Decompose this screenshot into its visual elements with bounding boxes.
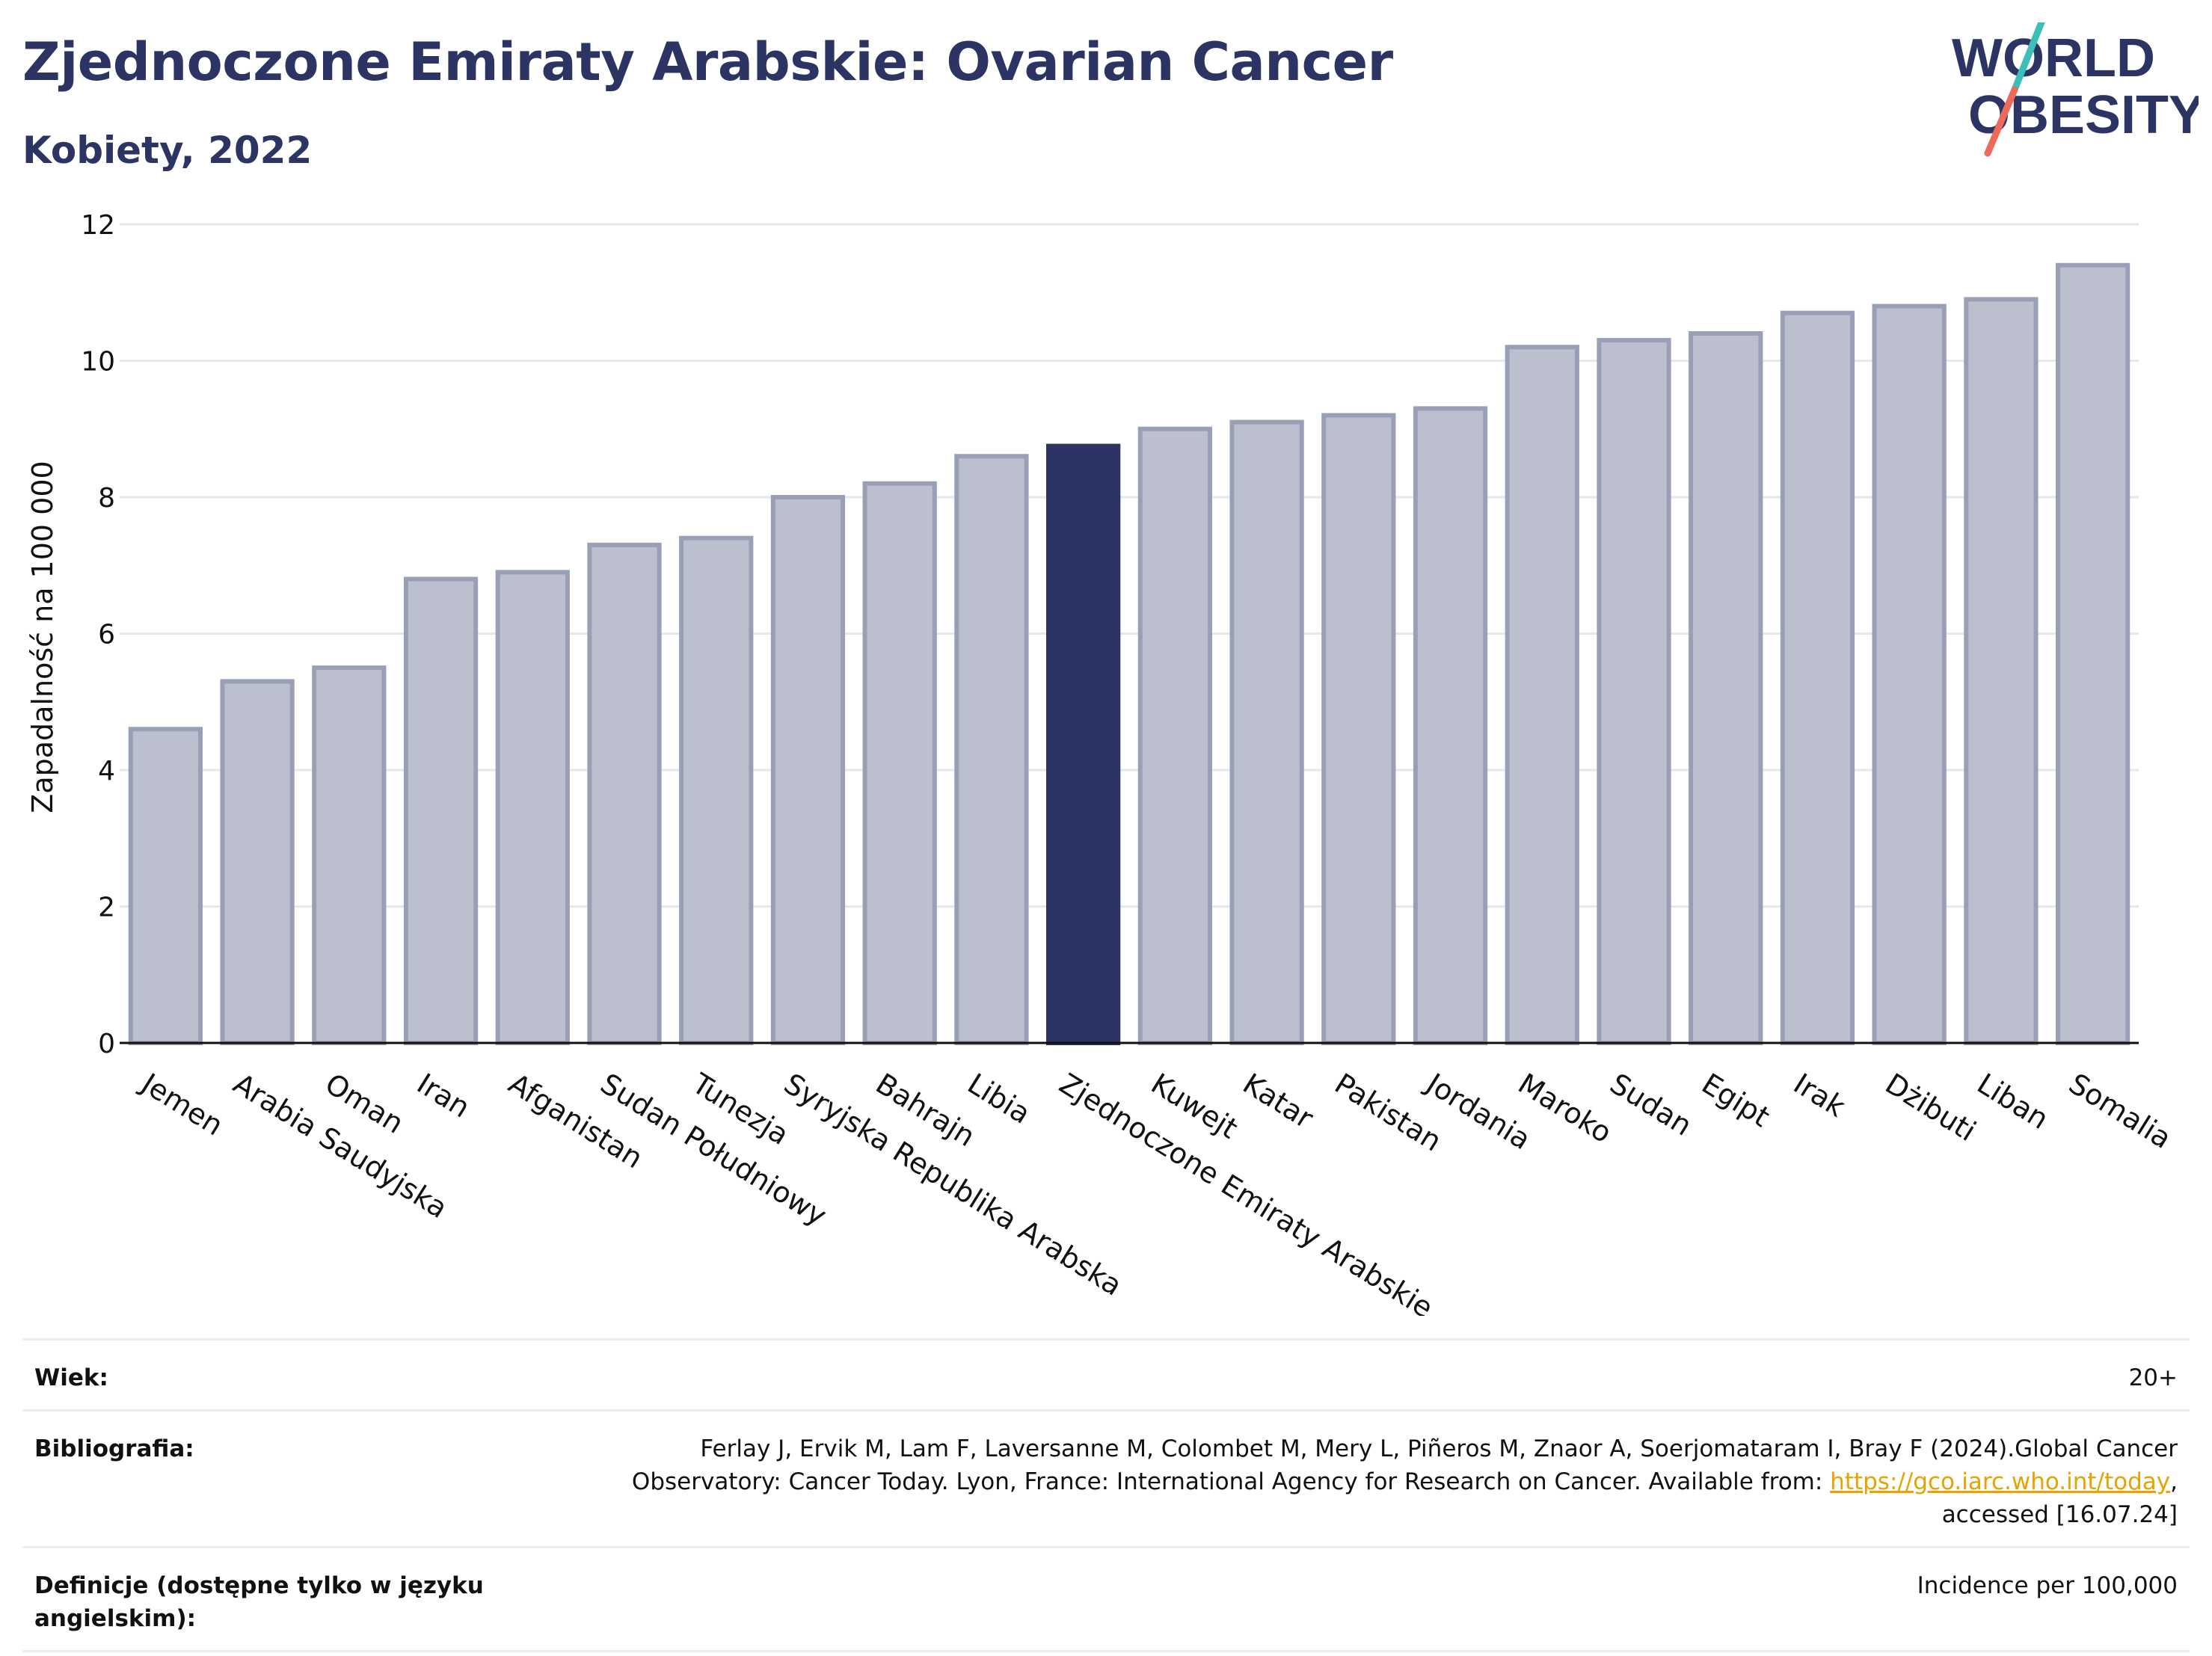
logo-text-world: WORLD bbox=[1952, 28, 2155, 88]
bar bbox=[1505, 345, 1579, 1045]
bar bbox=[2056, 262, 2130, 1045]
info-value-bibliography: Ferlay J, Ervik M, Lam F, Laversanne M, … bbox=[632, 1432, 2178, 1531]
info-table: Wiek: 20+ Bibliografia: Ferlay J, Ervik … bbox=[22, 1338, 2190, 1652]
x-tick-label: Iran bbox=[411, 1067, 476, 1124]
bibliography-line-2: Observatory: Cancer Today. Lyon, France:… bbox=[631, 1468, 1831, 1495]
chart-title: Zjednoczone Emiraty Arabskie: Ovarian Ca… bbox=[22, 31, 1393, 93]
bar bbox=[1321, 413, 1396, 1045]
x-tick-label: Sudan bbox=[1604, 1067, 1698, 1142]
bar bbox=[954, 454, 1029, 1045]
x-tick-label: Katar bbox=[1237, 1067, 1319, 1135]
x-tick-label: Somalia bbox=[2063, 1067, 2177, 1155]
logo-slash-top bbox=[2011, 22, 2045, 93]
bibliography-line-2-end: , bbox=[2170, 1468, 2178, 1495]
y-tick-label: 2 bbox=[98, 893, 115, 923]
info-value-definitions: Incidence per 100,000 bbox=[1917, 1572, 2178, 1599]
info-label-definitions: Definicje (dostępne tylko w języku angie… bbox=[34, 1572, 484, 1632]
x-tick-label: Liban bbox=[1971, 1067, 2054, 1136]
bar bbox=[1597, 338, 1671, 1045]
bar bbox=[1229, 419, 1304, 1045]
info-row-bibliography: Bibliografia: Ferlay J, Ervik M, Lam F, … bbox=[22, 1409, 2190, 1546]
bar bbox=[312, 665, 387, 1045]
bar-highlight bbox=[1046, 443, 1121, 1045]
x-tick-label: Egipt bbox=[1696, 1067, 1775, 1133]
bibliography-line-3: accessed [16.07.24] bbox=[1941, 1501, 2178, 1528]
chart-subtitle: Kobiety, 2022 bbox=[22, 129, 313, 172]
y-axis-label: Zapadalność na 100 000 bbox=[26, 461, 59, 813]
bar bbox=[220, 679, 295, 1045]
bar bbox=[495, 570, 570, 1045]
bar bbox=[1137, 426, 1213, 1045]
y-tick-label: 10 bbox=[81, 347, 115, 378]
bar bbox=[1780, 310, 1855, 1045]
y-tick-label: 6 bbox=[98, 620, 115, 650]
y-tick-label: 12 bbox=[81, 210, 115, 241]
logo-slash-bottom bbox=[1984, 86, 2018, 157]
bibliography-link[interactable]: https://gco.iarc.who.int/today bbox=[1830, 1468, 2171, 1495]
bar bbox=[679, 535, 754, 1045]
bibliography-line-1: Ferlay J, Ervik M, Lam F, Laversanne M, … bbox=[700, 1435, 2178, 1462]
world-obesity-logo: WORLD OBESITY bbox=[1952, 22, 2199, 157]
bar bbox=[770, 495, 846, 1045]
x-tick-label: Irak bbox=[1788, 1067, 1851, 1124]
info-label-bibliography: Bibliografia: bbox=[34, 1435, 194, 1462]
info-value-age: 20+ bbox=[2128, 1364, 2178, 1391]
info-row-age: Wiek: 20+ bbox=[22, 1338, 2190, 1409]
bar bbox=[587, 542, 662, 1045]
bar bbox=[128, 727, 203, 1045]
bar bbox=[1964, 297, 2039, 1045]
bar bbox=[862, 481, 937, 1045]
bar bbox=[1872, 304, 1947, 1045]
bar bbox=[1689, 331, 1763, 1045]
x-tick-label: Jemen bbox=[135, 1066, 229, 1142]
bar bbox=[1413, 406, 1488, 1045]
bar bbox=[403, 576, 479, 1045]
info-label-age: Wiek: bbox=[34, 1364, 108, 1391]
y-tick-label: 8 bbox=[98, 483, 115, 514]
y-tick-label: 4 bbox=[98, 756, 115, 787]
bars bbox=[128, 262, 2130, 1045]
x-tick-label: Dżibuti bbox=[1880, 1067, 1982, 1148]
info-row-definitions: Definicje (dostępne tylko w języku angie… bbox=[22, 1546, 2190, 1652]
y-tick-label: 0 bbox=[98, 1029, 115, 1059]
